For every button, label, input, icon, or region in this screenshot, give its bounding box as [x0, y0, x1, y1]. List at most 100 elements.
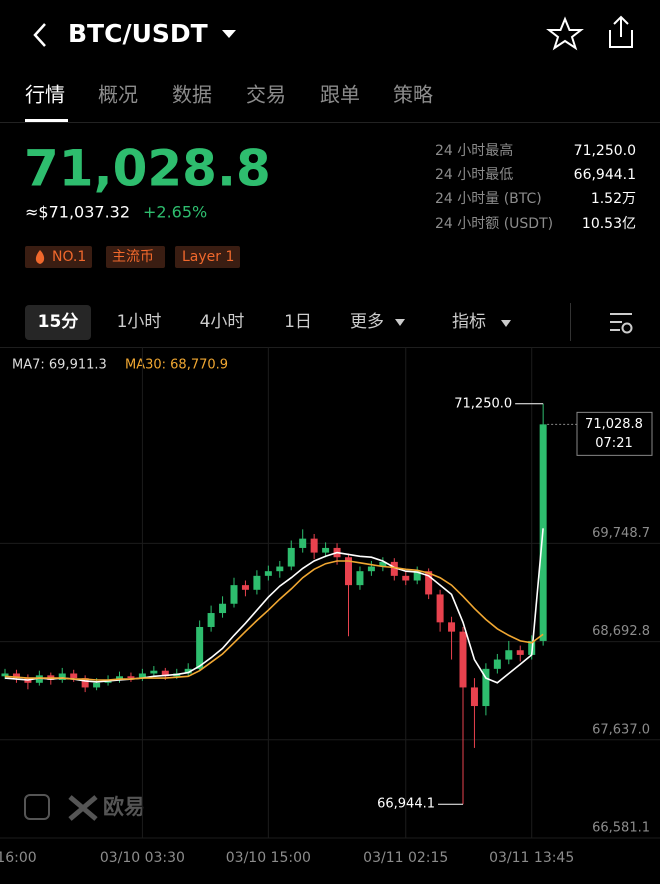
stat-label: 24 小时最低: [435, 167, 513, 183]
candle-body: [459, 631, 467, 688]
last-price-label: 71,028.8: [585, 417, 643, 432]
candle-body: [184, 668, 192, 674]
ma7-legend: MA7: 69,911.3: [12, 358, 107, 373]
more[interactable]: 更多: [350, 312, 384, 332]
candle-body: [402, 575, 410, 581]
candle-body: [196, 626, 204, 669]
divider: [0, 122, 660, 123]
share-button[interactable]: [609, 15, 633, 48]
tab[interactable]: 交易: [246, 83, 286, 107]
divider: [570, 303, 571, 341]
x-tick-label: 03/10 03:30: [100, 850, 185, 866]
candle-body: [436, 594, 444, 623]
low-label: 66,944.1: [377, 797, 435, 812]
candle-body: [413, 571, 421, 581]
candle-body: [58, 673, 66, 681]
candle-body: [505, 650, 513, 660]
candle-body: [161, 670, 169, 677]
candle-body: [276, 566, 284, 572]
divider: [0, 347, 660, 348]
y-tick-label: 67,637.0: [592, 722, 650, 737]
stat-value: 71,250.0: [574, 143, 636, 159]
stat-label: 24 小时最高: [435, 142, 513, 159]
candle-body: [219, 603, 227, 614]
last-price: 71,028.8: [24, 140, 271, 198]
candle-body: [253, 575, 261, 590]
tag-text: 主流币: [112, 249, 154, 265]
candle-body: [35, 675, 43, 683]
tab[interactable]: 行情: [25, 83, 65, 107]
candle-body: [264, 571, 272, 576]
stat-label: 24 小时额 (USDT): [435, 216, 553, 232]
period[interactable]: 1小时: [117, 312, 162, 332]
candle-body: [516, 650, 524, 655]
pair-title[interactable]: BTC/USDT: [68, 19, 208, 48]
candle-body: [93, 682, 101, 688]
high-label: 71,250.0: [454, 396, 512, 411]
candle-body: [482, 668, 490, 707]
logo-mark: [68, 795, 98, 821]
last-price-box: [576, 411, 653, 456]
favorite-button[interactable]: [546, 16, 584, 51]
candle-body: [138, 673, 146, 679]
candle-body: [367, 566, 375, 572]
settings-icon[interactable]: [610, 313, 632, 331]
tag-text: NO.1: [52, 249, 86, 265]
candle-body: [150, 670, 158, 674]
candle-body: [493, 659, 501, 669]
tag: [106, 246, 165, 268]
candle-body: [12, 673, 20, 679]
tab[interactable]: 策略: [393, 83, 433, 107]
settings-icon-gear: [621, 322, 633, 334]
candle-body: [379, 561, 387, 567]
pair-dropdown[interactable]: [222, 30, 236, 38]
ma30-legend: MA30: 68,770.9: [125, 358, 228, 373]
fullscreen-icon[interactable]: [24, 794, 50, 820]
candle-body: [241, 585, 249, 590]
stat-value: 1.52万: [591, 191, 636, 207]
candle-body: [287, 547, 295, 567]
fire-icon: [35, 250, 45, 264]
tab[interactable]: 概况: [98, 83, 138, 107]
ma-line: [4, 528, 544, 684]
usd-price: ≈$71,037.32: [25, 203, 130, 222]
tag: [175, 246, 240, 268]
candle-body: [70, 673, 78, 679]
candle-body: [207, 613, 215, 627]
candle-body: [345, 557, 352, 586]
candle-body: [322, 547, 330, 553]
y-tick-label: 68,692.8: [592, 624, 650, 639]
change: +2.65%: [143, 203, 207, 222]
candle-body: [310, 538, 318, 553]
stat-label: 24 小时量 (BTC): [435, 191, 542, 207]
tab-indicator: [25, 119, 68, 122]
candle-body: [425, 571, 433, 595]
period[interactable]: 4小时: [200, 312, 245, 332]
tab[interactable]: 数据: [172, 83, 212, 107]
x-tick-label: 16:00: [0, 850, 37, 866]
x-tick-label: 03/11 02:15: [363, 850, 448, 866]
tab[interactable]: 跟单: [320, 83, 360, 107]
candle-body: [81, 678, 89, 688]
candle-body: [230, 585, 238, 604]
stat-value: 10.53亿: [582, 216, 636, 232]
candle-body: [356, 571, 364, 586]
period-selected: [25, 305, 91, 340]
period[interactable]: 15分: [38, 312, 79, 332]
back-button[interactable]: [33, 23, 46, 47]
candle-body: [448, 622, 456, 632]
ma-line: [4, 560, 544, 681]
candle-body: [1, 673, 9, 677]
x-tick-label: 03/11 13:45: [489, 850, 574, 866]
countdown: 07:21: [595, 436, 632, 451]
candle-body: [127, 676, 135, 679]
indicators[interactable]: 指标: [452, 312, 486, 332]
stat-value: 66,944.1: [574, 167, 636, 183]
y-tick-label: 66,581.1: [592, 821, 650, 836]
candle-body: [116, 676, 123, 681]
period[interactable]: 1日: [284, 312, 312, 332]
tag-text: Layer 1: [182, 249, 234, 265]
candle-body: [470, 687, 478, 707]
